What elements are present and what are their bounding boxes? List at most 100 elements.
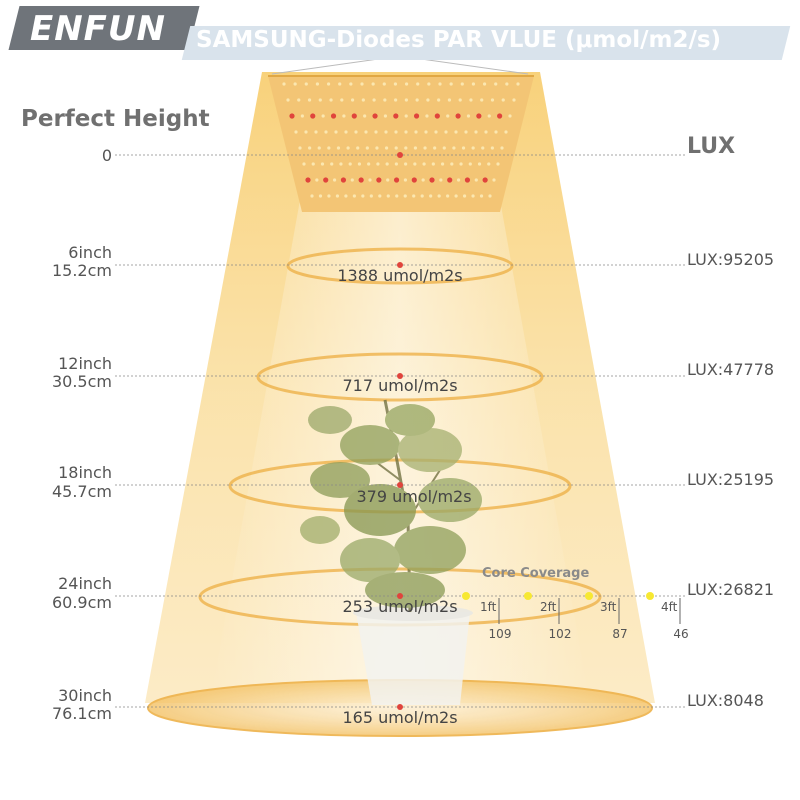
level-inch-label: 12inch: [58, 354, 112, 373]
white-led: [315, 82, 320, 86]
white-led: [361, 194, 365, 198]
coverage-value: 109: [488, 627, 512, 641]
white-led: [490, 98, 495, 102]
level-cm-label: 45.7cm: [51, 482, 112, 501]
red-led: [413, 113, 420, 119]
white-led: [361, 98, 365, 102]
red-led: [376, 177, 382, 183]
height-zero-label: 0: [101, 146, 112, 165]
white-led: [446, 194, 450, 198]
white-led: [431, 162, 435, 166]
coverage-distance: 2ft: [540, 600, 557, 614]
white-led: [490, 146, 494, 150]
red-led: [464, 177, 471, 183]
coverage-distance: 4ft: [661, 600, 678, 614]
white-led: [282, 82, 286, 86]
white-led: [415, 98, 419, 102]
white-led: [363, 114, 367, 118]
white-led: [338, 82, 342, 86]
white-led: [340, 98, 344, 102]
led-grid: [282, 82, 520, 198]
white-led: [452, 146, 456, 150]
white-led: [308, 146, 312, 150]
white-led: [488, 194, 492, 198]
white-led: [371, 82, 375, 86]
white-led: [413, 162, 417, 166]
red-led: [372, 113, 378, 119]
ppfd-value: 379 umol/m2s: [356, 487, 472, 506]
white-led: [433, 146, 437, 150]
coverage-value: 87: [612, 627, 628, 641]
white-led: [327, 146, 331, 150]
lux-value: LUX:26821: [687, 580, 775, 599]
white-led: [414, 130, 418, 134]
white-led: [352, 194, 356, 198]
white-led: [386, 178, 390, 182]
white-led: [505, 82, 509, 86]
perfect-height-heading: Perfect Height: [21, 106, 210, 132]
red-led: [351, 113, 357, 119]
white-led: [344, 194, 348, 198]
ppfd-value: 717 umol/m2s: [342, 376, 458, 395]
white-led: [508, 114, 512, 118]
plant-pot: [356, 612, 470, 705]
white-led: [336, 146, 341, 150]
white-led: [311, 162, 315, 166]
lux-heading: LUX: [687, 134, 736, 159]
white-led: [339, 162, 343, 166]
white-led: [468, 162, 472, 166]
white-led: [426, 98, 430, 102]
white-led: [438, 82, 442, 86]
center-dot: [397, 262, 403, 268]
white-led: [424, 130, 428, 134]
white-led: [324, 130, 328, 134]
white-led: [297, 98, 301, 102]
white-led: [466, 114, 471, 118]
level-inch-label: 30inch: [58, 686, 112, 705]
level-cm-label: 60.9cm: [51, 593, 112, 612]
white-led: [480, 98, 484, 102]
white-led: [446, 114, 450, 118]
white-led: [304, 130, 308, 134]
white-led: [487, 162, 491, 166]
white-led: [437, 98, 441, 102]
center-dot: [397, 482, 403, 488]
white-led: [459, 162, 463, 166]
white-led: [494, 82, 498, 86]
white-led: [454, 130, 458, 134]
brand-logo: ENFUN: [30, 9, 166, 49]
white-led: [376, 162, 380, 166]
white-led: [342, 114, 346, 118]
white-led: [504, 130, 508, 134]
white-led: [349, 82, 353, 86]
ppfd-value: 1388 umol/m2s: [337, 266, 463, 285]
white-led: [462, 194, 467, 198]
coverage-dot: [462, 592, 470, 600]
white-led: [357, 162, 362, 166]
center-dot: [397, 593, 403, 599]
white-led: [367, 162, 371, 166]
white-led: [383, 114, 388, 118]
white-led: [464, 130, 468, 134]
white-led: [442, 146, 446, 150]
white-led: [481, 146, 485, 150]
white-led: [477, 162, 482, 166]
white-led: [421, 178, 425, 182]
white-led: [440, 162, 445, 166]
red-led: [455, 113, 461, 119]
white-led: [383, 98, 387, 102]
white-led: [360, 82, 364, 86]
white-led: [329, 98, 333, 102]
white-led: [356, 146, 360, 150]
white-led: [298, 146, 302, 150]
white-led: [434, 130, 438, 134]
red-led: [482, 177, 488, 183]
plant-foliage: [300, 399, 482, 613]
white-led: [404, 130, 408, 134]
white-led: [482, 82, 487, 86]
white-led: [315, 178, 319, 182]
white-led: [394, 162, 398, 166]
coverage-distance: 3ft: [600, 600, 617, 614]
white-led: [404, 82, 409, 86]
